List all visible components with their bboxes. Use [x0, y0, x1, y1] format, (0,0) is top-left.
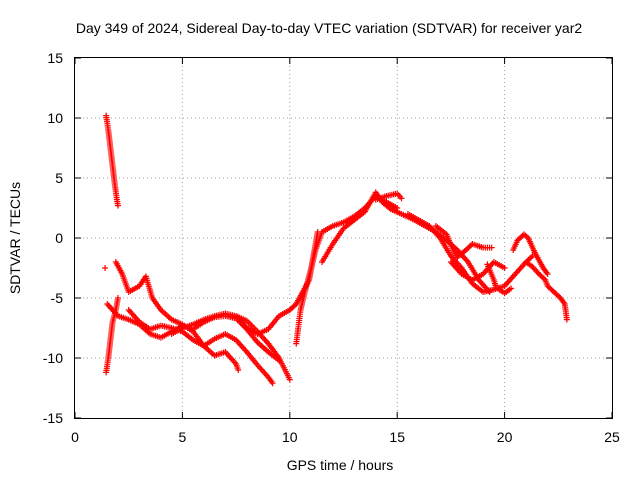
x-tick-label: 20	[497, 429, 513, 445]
y-tick-label: -10	[43, 350, 63, 366]
data-point-arc-11	[528, 254, 535, 261]
x-axis-label: GPS time / hours	[287, 457, 394, 473]
x-tick-label: 0	[71, 429, 79, 445]
data-point-arc-12	[488, 244, 495, 251]
grid	[75, 58, 612, 418]
x-tick-labels: 0 5 10 15 20 25	[71, 429, 620, 445]
x-tick-label: 15	[389, 429, 405, 445]
y-tick-label: 10	[47, 110, 63, 126]
data-point-arc-13	[501, 265, 508, 271]
y-tick-label: 5	[55, 170, 63, 186]
data-point-arc-16	[508, 285, 515, 292]
data-point-arc-10	[398, 195, 405, 202]
data-point-arc-14	[544, 271, 551, 277]
y-tick-label: -5	[51, 290, 64, 306]
data-point-arc-17	[102, 265, 109, 271]
x-tick-label: 25	[604, 429, 620, 445]
x-tick-label: 5	[179, 429, 187, 445]
x-tick-label: 10	[282, 429, 298, 445]
data-point-arc-4	[235, 367, 242, 373]
data-point-arc-2	[114, 295, 121, 301]
data-point-arc-15	[563, 316, 570, 323]
y-tick-label: 15	[47, 50, 63, 66]
y-tick-labels: -15 -10 -5 0 5 10 15	[43, 50, 63, 426]
y-tick-label: -15	[43, 410, 63, 426]
data-point-arc-8	[394, 205, 401, 211]
data-point-arc-1	[114, 202, 121, 209]
plot-frame	[74, 57, 613, 419]
data-points	[102, 112, 570, 387]
data-point-arc-5	[269, 380, 276, 387]
chart-title: Day 349 of 2024, Sidereal Day-to-day VTE…	[76, 20, 582, 36]
data-point-arc-15	[541, 275, 548, 282]
data-point-arc-6	[286, 376, 293, 383]
y-axis-label: SDTVAR / TECUs	[7, 182, 23, 294]
y-tick-label: 0	[55, 230, 63, 246]
